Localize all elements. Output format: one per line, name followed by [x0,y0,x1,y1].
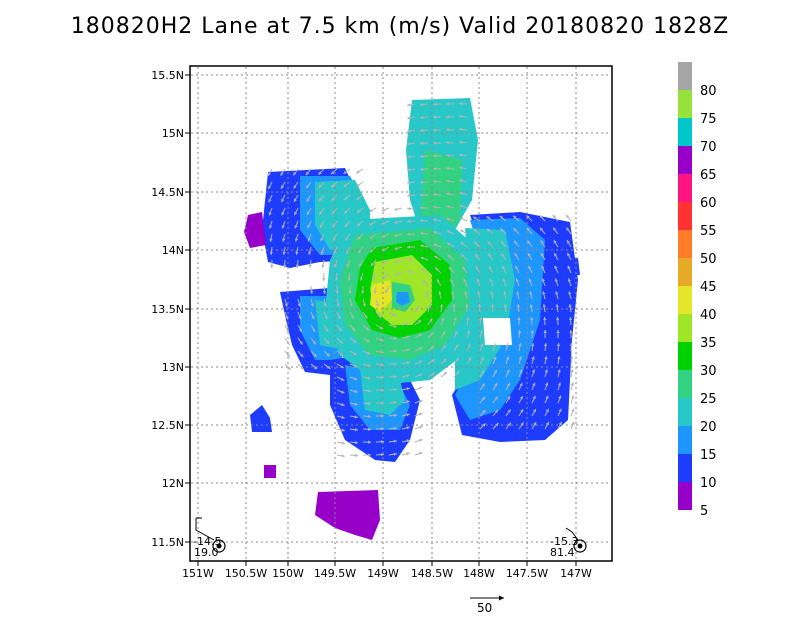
lat-tick-label: 15N [162,127,184,140]
reference-vector: 50 [470,595,504,615]
colorbar-label: 35 [700,336,717,351]
colorbar-swatch [678,398,692,426]
hurricane-icon [212,539,226,553]
colorbar-label: 80 [700,84,717,99]
colorbar-label: 60 [700,196,717,211]
lon-tick-label: 149.5W [314,567,356,580]
svg-text:81.4: 81.4 [550,546,575,559]
colorbar-swatch [678,118,692,146]
colorbar-label: 10 [700,476,717,491]
lon-tick-label: 149W [367,567,399,580]
colorbar-swatch [678,146,692,174]
colorbar-label: 50 [700,252,717,267]
latitude-ticks: 15.5N 15N 14.5N 14N 13.5N 13N 12.5N 12N 11.5N [151,69,190,549]
colorbar-swatch [678,314,692,342]
map-title: 180820H2 Lane at 7.5 km (m/s) Valid 2018… [70,14,730,39]
svg-text:19.0: 19.0 [194,546,219,559]
lon-tick-label: 148.5W [411,567,453,580]
colorbar-label: 75 [700,112,717,127]
colorbar-swatch [678,230,692,258]
colorbar-swatch [678,62,692,90]
hurricane-icon [573,539,587,553]
colorbar-swatch [678,90,692,118]
lon-tick-label: 147W [560,567,592,580]
colorbar-label: 55 [700,224,717,239]
svg-text:-14.5: -14.5 [193,535,221,548]
lat-tick-label: 15.5N [151,69,184,82]
colorbar-label: 40 [700,308,717,323]
lat-tick-label: 12N [162,477,184,490]
colorbar: 80 75 70 65 60 55 50 45 40 35 30 25 20 15 10 5 [678,62,717,519]
storm-marker-right: -15.3 81.4 [550,527,587,559]
grid-lines [191,67,611,560]
colorbar-swatch [678,454,692,482]
colorbar-label: 45 [700,280,717,295]
lat-tick-label: 11.5N [151,536,184,549]
wind-vectors [267,102,575,458]
svg-text:-15.3: -15.3 [550,535,578,548]
colorbar-swatch [678,174,692,202]
colorbar-swatch [678,370,692,398]
colorbar-swatch [678,258,692,286]
colorbar-swatch [678,202,692,230]
colorbar-label: 15 [700,448,717,463]
colorbar-swatch [678,342,692,370]
lat-tick-label: 12.5N [151,419,184,432]
colorbar-swatch [678,482,692,510]
colorbar-swatch [678,426,692,454]
lon-tick-label: 151W [182,567,214,580]
colorbar-swatch [678,286,692,314]
longitude-ticks: 151W 150.5W 150W 149.5W 149W 148.5W 148W 147.5W… [182,561,592,580]
colorbar-label: 70 [700,140,717,155]
colorbar-label: 65 [700,168,717,183]
lon-tick-label: 150.5W [225,567,267,580]
lat-tick-label: 14N [162,244,184,257]
lat-tick-label: 13N [162,361,184,374]
colorbar-label: 5 [700,504,708,519]
lat-tick-label: 14.5N [151,186,184,199]
lon-tick-label: 150W [272,567,304,580]
colorbar-label: 25 [700,392,717,407]
lon-tick-label: 147.5W [506,567,548,580]
colorbar-label: 20 [700,420,717,435]
svg-text:50: 50 [477,601,492,615]
lat-tick-label: 13.5N [151,303,184,316]
lon-tick-label: 148W [463,567,495,580]
colorbar-label: 30 [700,364,717,379]
storm-marker-left: -14.5 19.0 [193,517,226,559]
